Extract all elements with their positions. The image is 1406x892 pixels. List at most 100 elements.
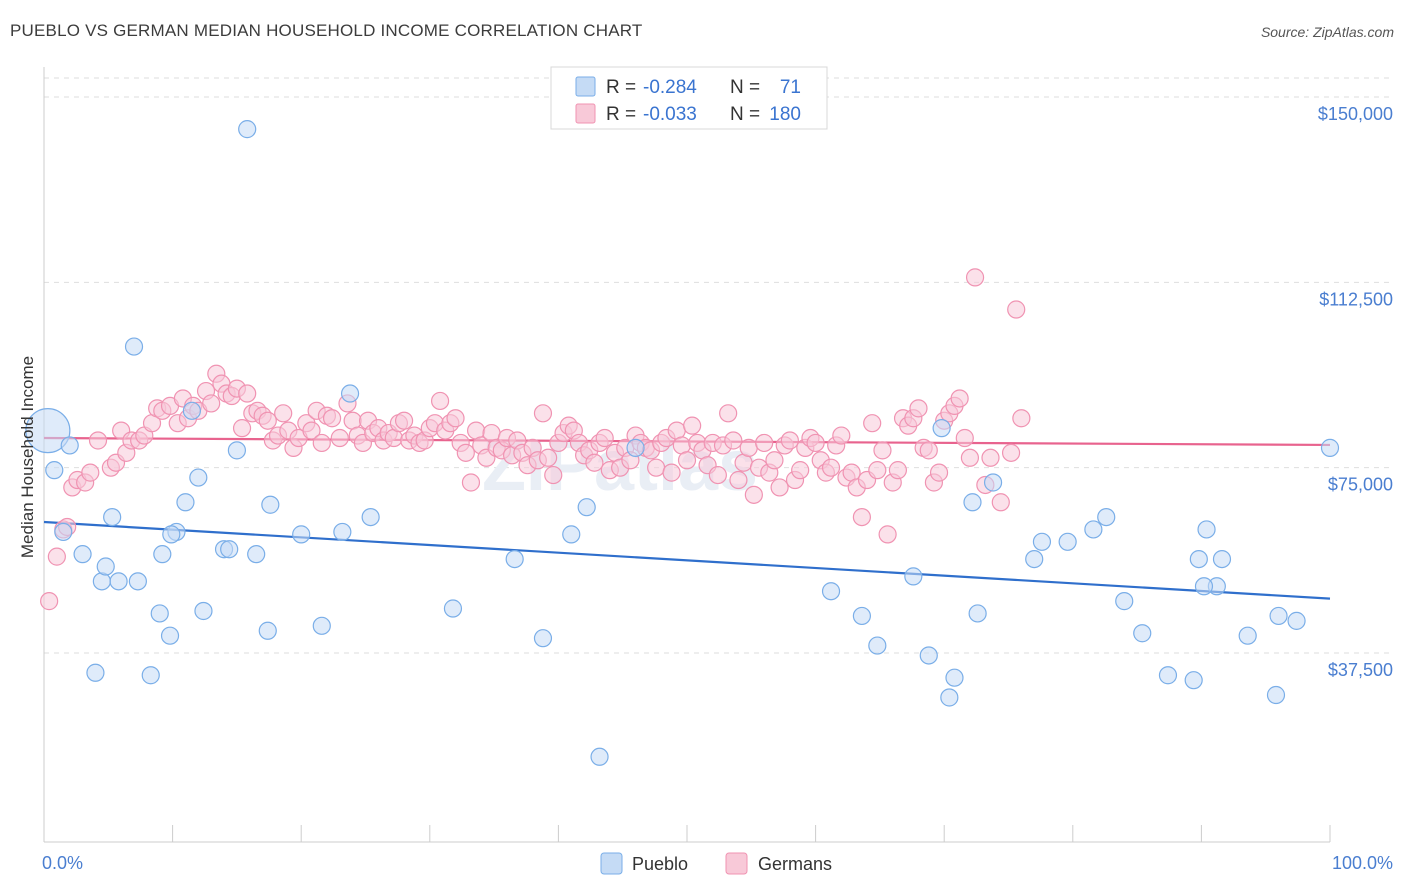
data-point-pueblo [45, 461, 64, 480]
source-label: Source: ZipAtlas.com [1260, 24, 1394, 40]
data-point-germans [888, 461, 908, 480]
y-tick-label: $75,000 [1328, 475, 1393, 495]
data-point-germans [1001, 443, 1021, 462]
data-point-pueblo [590, 747, 609, 766]
legend-n-value: 71 [780, 77, 801, 98]
data-point-germans [873, 441, 892, 460]
data-point-pueblo [1115, 592, 1134, 611]
data-point-germans [821, 458, 841, 477]
data-point-germans [991, 493, 1010, 512]
data-point-pueblo [505, 549, 524, 569]
data-point-pueblo [73, 545, 92, 564]
legend-swatch-pueblo [575, 76, 596, 97]
legend-swatch-germans [575, 103, 596, 124]
data-point-pueblo [54, 522, 73, 542]
data-point-germans [950, 389, 969, 408]
data-point-pueblo [963, 493, 982, 512]
legend-r-label: R = [606, 104, 636, 125]
data-point-pueblo [150, 604, 169, 623]
data-point-germans [868, 461, 887, 480]
data-point-pueblo [124, 337, 144, 356]
data-point-pueblo [968, 604, 987, 623]
data-point-germans [909, 399, 928, 418]
legend-swatch-germans [725, 852, 748, 875]
data-point-pueblo [940, 688, 959, 707]
data-point-pueblo [1266, 685, 1286, 705]
data-point-germans [755, 433, 774, 453]
data-point-pueblo [904, 567, 923, 586]
data-point-pueblo [919, 646, 938, 665]
data-point-germans [88, 431, 108, 450]
data-point-germans [202, 394, 221, 413]
data-point-pueblo [96, 557, 115, 576]
data-point-germans [719, 404, 738, 423]
data-point-pueblo [25, 408, 71, 454]
data-point-germans [232, 419, 252, 438]
data-point-germans [81, 463, 100, 482]
data-point-pueblo [247, 545, 266, 564]
data-point-pueblo [340, 384, 360, 403]
data-point-germans [765, 451, 784, 470]
data-point-pueblo [333, 522, 352, 542]
data-point-pueblo [1194, 577, 1214, 596]
data-point-pueblo [1058, 532, 1077, 551]
data-point-pueblo [227, 441, 246, 460]
data-point-germans [919, 441, 938, 460]
data-point-pueblo [1197, 520, 1216, 539]
data-point-germans [40, 592, 59, 611]
legend-label-pueblo: Pueblo [632, 854, 688, 874]
data-point-pueblo [1287, 611, 1306, 630]
data-point-germans [585, 453, 604, 472]
data-point-pueblo [60, 436, 79, 455]
data-point-pueblo [1189, 549, 1208, 569]
data-point-germans [456, 443, 475, 462]
data-point-germans [1012, 409, 1031, 428]
data-point-germans [539, 448, 558, 467]
data-point-germans [544, 465, 563, 485]
data-point-germans [533, 404, 553, 423]
data-points [25, 120, 1340, 766]
data-point-germans [274, 404, 293, 423]
legend-n-label: N = [730, 104, 760, 125]
data-point-germans [863, 414, 882, 433]
data-point-germans [929, 463, 949, 482]
data-point-germans [744, 485, 763, 504]
y-tick-label: $150,000 [1318, 104, 1393, 124]
data-point-germans [312, 433, 331, 453]
data-point-pueblo [189, 468, 208, 487]
legend-r-value: -0.033 [643, 104, 697, 125]
data-point-pueblo [577, 498, 596, 517]
legend-swatch-pueblo [600, 852, 623, 875]
data-point-pueblo [562, 525, 581, 544]
data-point-pueblo [945, 668, 964, 687]
data-point-pueblo [258, 621, 277, 640]
data-point-germans [461, 473, 481, 492]
data-point-germans [724, 431, 743, 450]
stats-legend: R = -0.284 N = 71 R = -0.033 N = 180 [550, 66, 828, 130]
data-point-germans [955, 428, 974, 448]
data-point-germans [322, 409, 342, 428]
data-point-pueblo [626, 438, 645, 457]
data-point-pueblo [162, 525, 181, 544]
data-point-germans [832, 426, 851, 445]
tick-labels: $37,500 $75,000 $112,500 $150,000 0.0% 100.0% [42, 104, 1393, 873]
data-point-pueblo [1084, 520, 1103, 539]
data-point-pueblo [1158, 666, 1178, 685]
axes [43, 67, 1331, 843]
data-point-pueblo [983, 473, 1003, 492]
data-point-germans [394, 411, 414, 430]
grid-lines [44, 77, 1392, 654]
data-point-pueblo [1133, 624, 1152, 643]
data-point-germans [302, 421, 321, 440]
data-point-pueblo [312, 616, 331, 635]
data-point-germans [258, 411, 277, 430]
data-point-germans [806, 433, 825, 453]
data-point-pueblo [1025, 549, 1044, 569]
data-point-germans [446, 409, 465, 428]
data-point-pueblo [86, 663, 105, 682]
data-point-pueblo [1238, 626, 1257, 645]
data-point-pueblo [1320, 438, 1340, 457]
data-point-pueblo [443, 599, 463, 618]
data-point-germans [330, 428, 349, 448]
